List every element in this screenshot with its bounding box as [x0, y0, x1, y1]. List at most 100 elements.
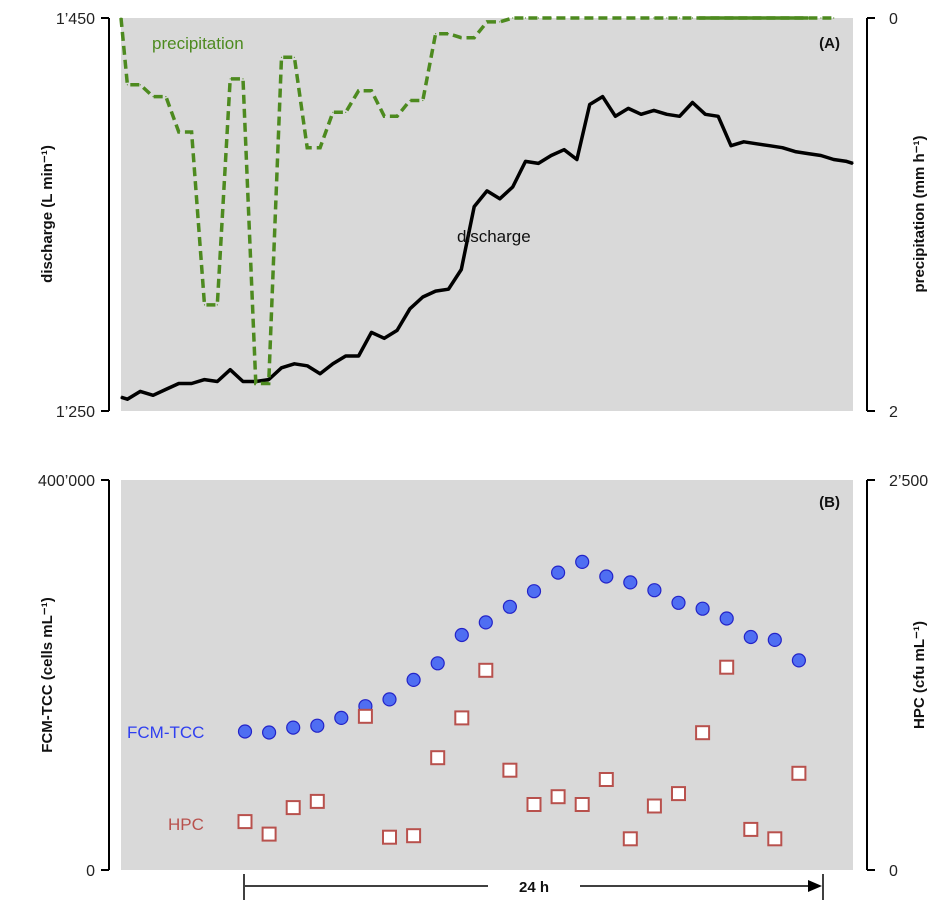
panel-b-ytick-top: 400’000	[38, 473, 95, 490]
panel-a-label: (A)	[819, 35, 840, 52]
discharge-point	[383, 337, 385, 339]
fcm-tcc-point	[262, 725, 277, 740]
fcm-tcc-point	[430, 656, 445, 671]
precipitation-point	[473, 37, 475, 39]
fcm-tcc-point	[695, 601, 710, 616]
precipitation-point	[602, 17, 604, 19]
discharge-point	[486, 190, 488, 192]
precipitation-point	[396, 115, 398, 117]
precipitation-point	[306, 147, 308, 149]
precipitation-point	[383, 115, 385, 117]
precipitation-point	[152, 96, 154, 98]
discharge-point	[846, 160, 848, 162]
discharge-point	[550, 154, 552, 157]
precipitation-point	[550, 17, 552, 19]
discharge-point	[614, 115, 617, 117]
discharge-point	[563, 149, 565, 151]
panel-a-y2tick-bottom: 2	[889, 404, 898, 421]
precipitation-point	[589, 17, 591, 19]
precipitation-point	[332, 111, 334, 113]
fcm-tcc-point	[286, 720, 301, 735]
discharge-point	[191, 382, 193, 385]
panel-a-ytick-bottom: 1’250	[56, 404, 95, 421]
discharge-point	[396, 329, 398, 331]
panel-b-y2label: HPC (cfu mL⁻¹)	[911, 621, 928, 729]
precipitation-point	[268, 382, 270, 385]
precipitation-point	[512, 17, 514, 19]
discharge-point	[422, 296, 424, 298]
discharge-point	[460, 268, 462, 271]
precipitation-point	[139, 84, 141, 86]
discharge-point	[602, 96, 604, 98]
discharge-point	[203, 379, 206, 381]
fcm-tcc-point	[406, 672, 421, 688]
precipitation-point	[833, 17, 835, 19]
hpc-point	[719, 659, 735, 675]
discharge-point	[679, 115, 681, 117]
discharge-point	[473, 206, 475, 208]
fcm-tcc-point	[719, 611, 734, 626]
discharge-point	[704, 113, 706, 115]
precipitation-point	[422, 99, 424, 102]
precipitation-point	[679, 17, 681, 19]
discharge-point	[807, 153, 809, 155]
discharge-point	[306, 365, 308, 367]
precipitation-point	[537, 17, 540, 19]
discharge-annotation: discharge	[457, 227, 531, 246]
precipitation-point	[691, 17, 694, 19]
precipitation-point	[370, 90, 372, 92]
hpc-point	[478, 662, 494, 678]
hpc-point	[430, 750, 446, 766]
precipitation-point	[499, 21, 501, 23]
discharge-point	[499, 198, 501, 200]
precipitation-point	[280, 56, 283, 58]
discharge-point	[524, 160, 527, 162]
discharge-point	[717, 115, 719, 117]
precipitation-point	[345, 111, 347, 113]
precipitation-point	[563, 17, 565, 19]
hpc-point	[285, 800, 301, 816]
panel-b-ylabel: FCM-TCC (cells mL⁻¹)	[39, 597, 56, 752]
discharge-point	[139, 390, 141, 392]
precipitation-point	[216, 304, 218, 306]
discharge-point	[627, 107, 629, 109]
fcm-tcc-point	[454, 627, 469, 643]
precipitation-point	[666, 17, 668, 19]
hpc-point	[454, 710, 470, 726]
hpc-point	[357, 708, 373, 724]
discharge-point	[640, 113, 642, 115]
duration-arrow-head	[808, 880, 822, 892]
precipitation-point	[447, 33, 450, 35]
fcm-tcc-point	[334, 710, 349, 726]
fcm-annotation: FCM-TCC	[127, 723, 204, 742]
precipitation-point	[126, 84, 128, 86]
discharge-point	[576, 158, 578, 161]
panel-a-plot-area	[121, 18, 853, 411]
discharge-point	[730, 145, 732, 147]
fcm-tcc-point	[671, 595, 686, 610]
discharge-point	[756, 143, 758, 145]
hpc-point	[743, 821, 759, 837]
discharge-point	[435, 290, 437, 292]
discharge-point	[216, 380, 218, 383]
hpc-point	[695, 725, 711, 741]
fcm-tcc-point	[791, 653, 807, 668]
discharge-point	[447, 288, 450, 290]
precipitation-point	[255, 382, 257, 385]
discharge-point	[120, 396, 122, 398]
discharge-point	[178, 382, 180, 385]
fcm-tcc-point	[382, 692, 397, 707]
discharge-point	[653, 109, 655, 111]
panel-b-ytick-bottom: 0	[86, 863, 95, 880]
hpc-annotation: HPC	[168, 815, 204, 834]
discharge-point	[781, 147, 784, 149]
discharge-point	[794, 151, 796, 153]
fcm-tcc-point	[310, 718, 325, 733]
fcm-tcc-point	[743, 629, 758, 645]
hpc-point	[574, 797, 590, 812]
discharge-point	[126, 398, 128, 400]
precipitation-point	[640, 17, 642, 19]
discharge-point	[165, 388, 167, 390]
panel-a-ytick-top: 1’450	[56, 11, 95, 28]
